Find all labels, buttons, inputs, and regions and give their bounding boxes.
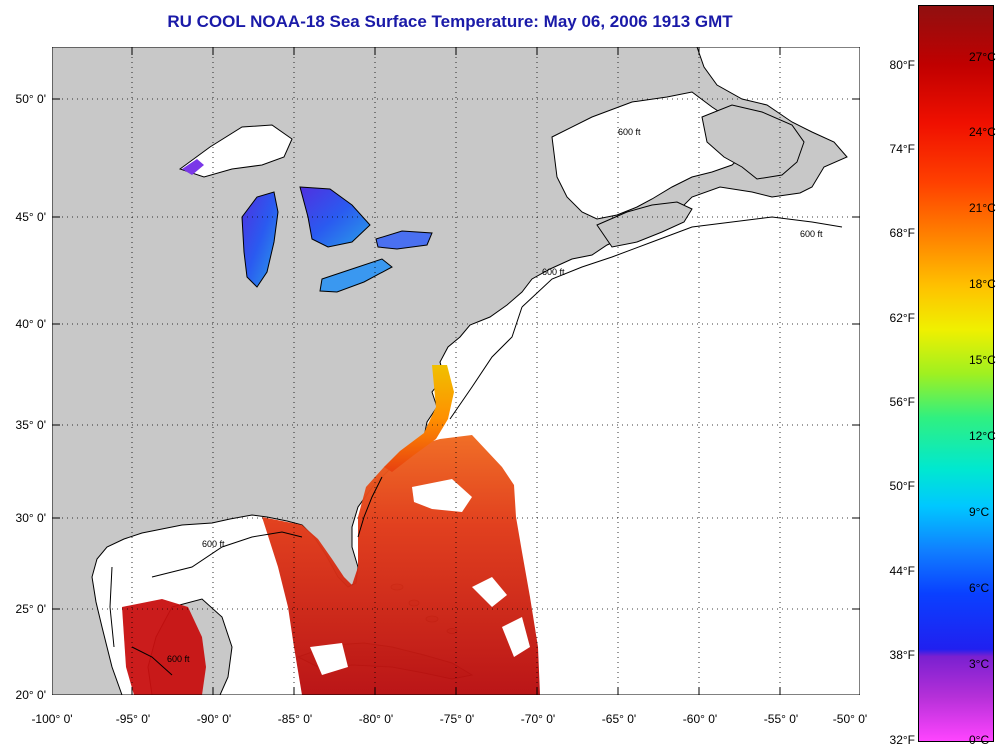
lake-erie [319,258,393,293]
lon-label-65: -65° 0' [601,712,637,726]
lat-label-25: 25° 0' [15,602,46,616]
lon-label-70: -70° 0' [520,712,556,726]
colorbar-f-74: 74°F [889,142,915,156]
colorbar-c-0: 0°C [969,733,990,747]
lon-label-100: -100° 0' [31,712,73,726]
lat-label-40: 40° 0' [15,317,46,331]
lat-label-30: 30° 0' [15,511,46,525]
colorbar-c-24: 24°C [969,125,996,139]
lon-label-95: -95° 0' [115,712,151,726]
isobath-label-4: 600 ft [202,539,225,549]
lon-label-55: -55° 0' [763,712,799,726]
land-newfoundland [701,104,805,180]
lon-label-90: -90° 0' [196,712,232,726]
sst-swath-gulf-west [122,599,206,695]
map-grid [52,47,860,695]
isobath-label-2: 600 ft [618,127,641,137]
gulf-st-lawrence [551,91,753,220]
colorbar-f-56: 56°F [889,395,915,409]
lat-label-35: 35° 0' [15,418,46,432]
colorbar-c-18: 18°C [969,277,996,291]
colorbar-c-3: 3°C [969,657,990,671]
lake-huron [299,186,371,248]
lake-michigan [241,191,279,288]
lon-label-60: -60° 0' [682,712,718,726]
lake-superior-sst [182,159,204,175]
colorbar-f-38: 38°F [889,648,915,662]
colorbar-f-62: 62°F [889,311,915,325]
isobath-labels: 600 ft 600 ft 600 ft 600 ft 600 ft [167,127,823,664]
lake-superior [178,124,293,178]
temperature-colorbar [918,5,994,742]
colorbar-c-9: 9°C [969,505,990,519]
lat-label-45: 45° 0' [15,210,46,224]
map-ticks [52,47,860,695]
colorbar-f-50: 50°F [889,479,915,493]
colorbar-f-44: 44°F [889,564,915,578]
lon-label-75: -75° 0' [439,712,475,726]
sst-swath-gulf-atlantic [262,435,540,695]
colorbar-c-21: 21°C [969,201,996,215]
map-title: RU COOL NOAA-18 Sea Surface Temperature:… [167,12,733,31]
colorbar-f-68: 68°F [889,226,915,240]
colorbar-c-6: 6°C [969,581,990,595]
colorbar-c-27: 27°C [969,50,996,64]
colorbar-c-15: 15°C [969,353,996,367]
lon-label-85: -85° 0' [277,712,313,726]
colorbar-f-32: 32°F [889,733,915,747]
colorbar-c-12: 12°C [969,429,996,443]
great-lakes [178,124,433,293]
lon-label-50: -50° 0' [832,712,868,726]
isobath-label-5: 600 ft [167,654,190,664]
isobath-label-1: 600 ft [542,267,565,277]
lake-ontario [375,230,433,250]
lat-label-20: 20° 0' [15,688,46,702]
sst-map: 600 ft 600 ft 600 ft 600 ft 600 ft [52,47,860,695]
sst-coastal-band [384,365,454,472]
isobath-label-3: 600 ft [800,229,823,239]
cloud-gaps [310,479,530,675]
colorbar-f-80: 80°F [889,58,915,72]
land-nova-scotia [596,201,693,248]
isobath-600ft [109,216,843,676]
lat-label-50: 50° 0' [15,92,46,106]
lon-label-80: -80° 0' [358,712,394,726]
